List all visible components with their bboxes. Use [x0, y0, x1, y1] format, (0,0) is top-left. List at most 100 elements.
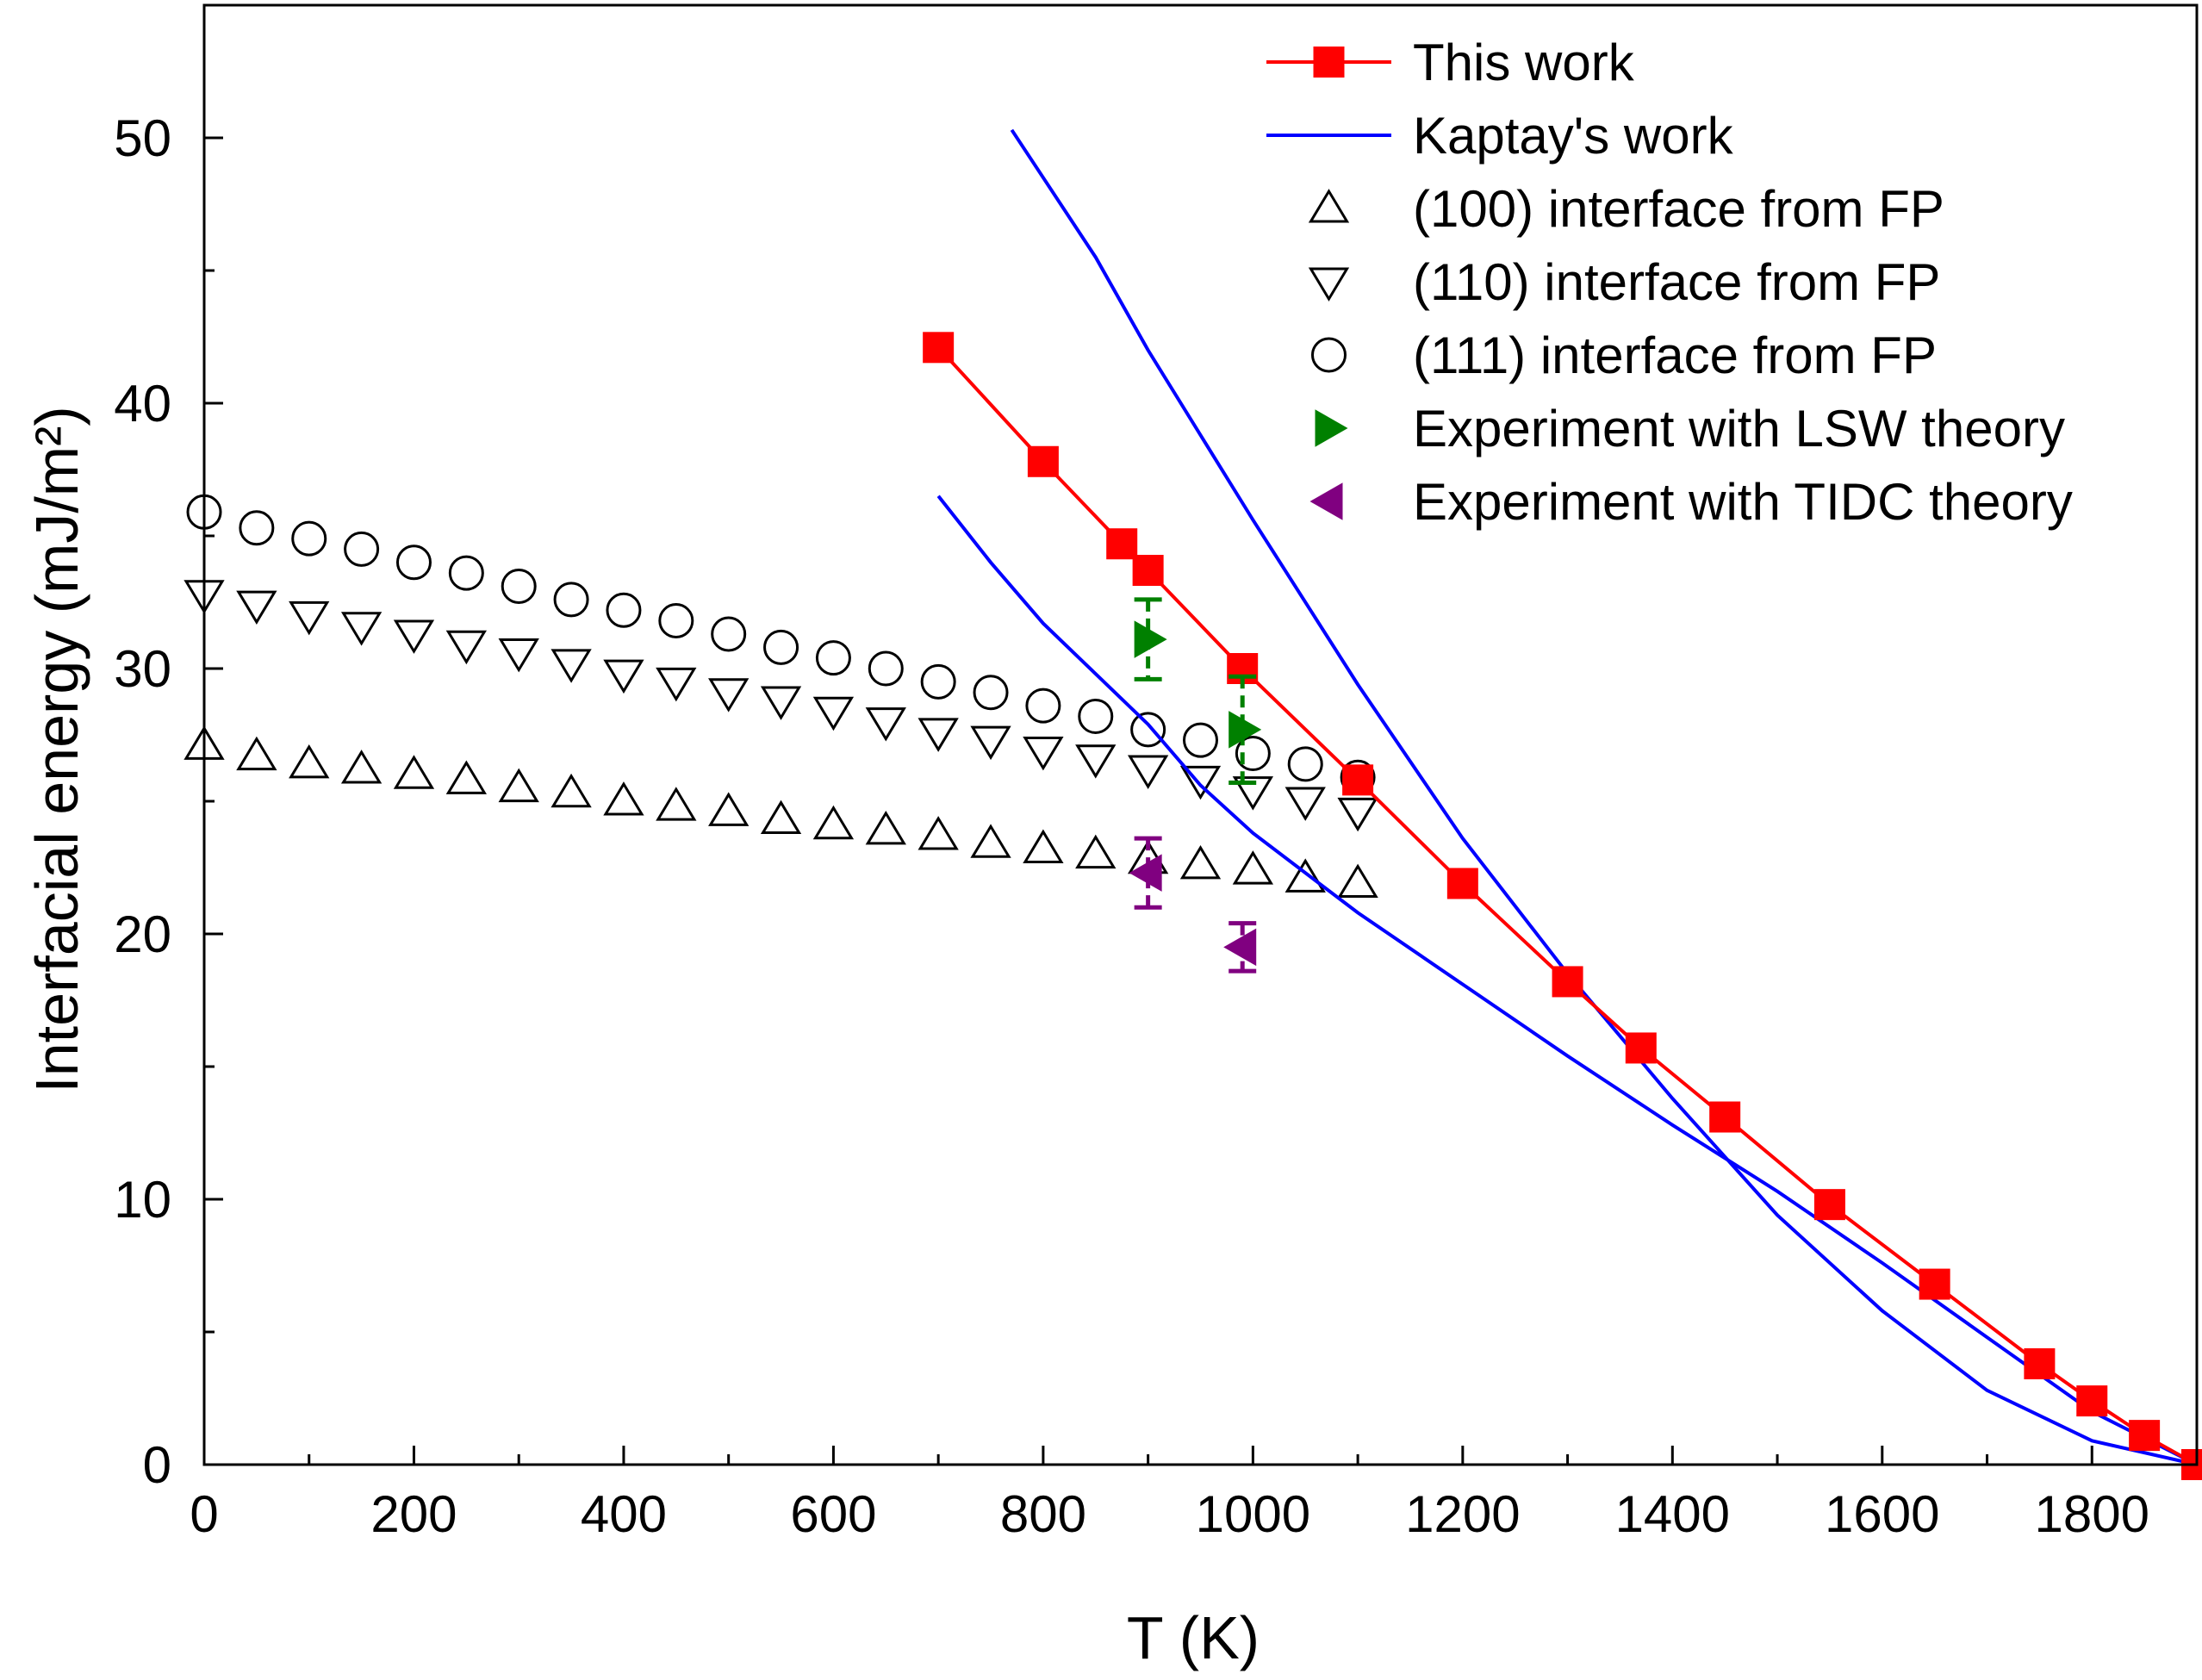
- data-point: [393, 755, 435, 789]
- data-point: [603, 659, 644, 694]
- y-tick-label: 30: [114, 640, 171, 698]
- y-axis-title: Interfacial energy (mJ/m²): [23, 406, 90, 1092]
- legend-label: Experiment with LSW theory: [1413, 400, 2065, 457]
- data-point: [708, 792, 750, 826]
- data-point: [865, 810, 906, 845]
- data-point: [2024, 1347, 2056, 1379]
- legend-entry: This work: [1266, 34, 1635, 91]
- data-point: [445, 760, 487, 794]
- y-tick-label: 20: [114, 905, 171, 963]
- data-point: [920, 663, 956, 700]
- data-point: [708, 678, 750, 712]
- data-point: [1232, 776, 1274, 811]
- x-axis-title: T (K): [1127, 1604, 1260, 1671]
- legend-entry: Experiment with LSW theory: [1315, 400, 2065, 457]
- legend-marker: [1313, 47, 1345, 78]
- data-point: [393, 619, 435, 654]
- data-point: [2129, 1420, 2161, 1452]
- legend-label: (100) interface from FP: [1413, 180, 1944, 238]
- series-triangle-right: [1134, 597, 1262, 785]
- legend-label: (111) interface from FP: [1413, 327, 1937, 384]
- series-kaptay: [936, 128, 2198, 1466]
- data-point: [1342, 764, 1374, 796]
- data-point: [1232, 850, 1274, 885]
- data-point: [1284, 787, 1326, 821]
- data-point: [1179, 845, 1222, 880]
- legend: This work Kaptay's work (100) interface fr…: [1266, 34, 2073, 531]
- data-point: [760, 800, 802, 835]
- data-point: [812, 805, 855, 840]
- legend-entry: Kaptay's work: [1266, 107, 1734, 165]
- data-point: [1023, 736, 1064, 771]
- legend-label: Experiment with TIDC theory: [1413, 473, 2073, 531]
- data-point: [1625, 1032, 1657, 1064]
- data-point: [918, 816, 959, 850]
- y-tick-label: 0: [143, 1436, 171, 1494]
- plot-area: [184, 128, 2202, 1480]
- x-tick-label: 1800: [2035, 1485, 2149, 1543]
- legend-entry: (110) interface from FP: [1308, 253, 1940, 311]
- series-this-work: [923, 332, 2202, 1480]
- legend-label: This work: [1413, 34, 1635, 91]
- x-tick-label: 1400: [1615, 1485, 1730, 1543]
- legend-marker: [1308, 189, 1350, 223]
- data-point: [606, 592, 642, 628]
- data-point: [550, 649, 592, 683]
- legend-marker: [1315, 409, 1348, 447]
- x-tick-label: 200: [370, 1485, 457, 1543]
- data-point: [445, 630, 487, 665]
- data-point: [763, 629, 799, 665]
- data-point: [1132, 555, 1164, 587]
- data-point: [603, 781, 644, 816]
- data-point: [1106, 528, 1138, 560]
- data-point: [289, 744, 330, 779]
- data-point: [1229, 711, 1262, 749]
- data-point: [812, 696, 855, 731]
- data-point: [1023, 829, 1064, 863]
- data-point: [865, 707, 906, 742]
- data-point: [1337, 863, 1378, 898]
- series-triangle-left: [1129, 836, 1257, 974]
- x-tick-label: 1600: [1825, 1485, 1939, 1543]
- legend-entry: Experiment with TIDC theory: [1309, 473, 2073, 531]
- data-point: [553, 582, 589, 618]
- data-point: [340, 612, 383, 646]
- data-point: [1446, 868, 1478, 899]
- data-point: [340, 750, 383, 784]
- legend-entry: (111) interface from FP: [1311, 327, 1937, 384]
- x-tick-label: 400: [581, 1485, 667, 1543]
- y-tick-label: 40: [114, 375, 171, 432]
- x-tick-label: 0: [190, 1485, 218, 1543]
- data-point: [1078, 698, 1114, 734]
- data-point: [1129, 854, 1162, 892]
- data-point: [1287, 746, 1323, 782]
- y-tick-label: 50: [114, 109, 171, 167]
- series-circle-open: [186, 494, 1376, 795]
- data-point: [501, 569, 537, 605]
- legend-label: (110) interface from FP: [1413, 253, 1940, 311]
- data-point: [498, 638, 539, 673]
- y-tick-label: 10: [114, 1171, 171, 1229]
- kaptay-curve: [936, 495, 2198, 1466]
- data-point: [236, 590, 277, 625]
- data-point: [1127, 755, 1169, 789]
- data-point: [973, 675, 1009, 711]
- legend-marker: [1309, 482, 1343, 520]
- data-point: [970, 824, 1011, 858]
- data-point: [1025, 688, 1061, 724]
- data-point: [344, 531, 380, 567]
- data-point: [970, 725, 1011, 761]
- legend-marker: [1308, 267, 1350, 302]
- x-tick-label: 800: [1000, 1485, 1086, 1543]
- data-point: [291, 520, 327, 557]
- data-point: [1130, 712, 1166, 748]
- data-point: [236, 736, 277, 771]
- plot-frame: [202, 3, 2199, 1466]
- data-point: [395, 544, 432, 581]
- data-point: [815, 640, 851, 676]
- x-tick-label: 600: [790, 1485, 876, 1543]
- legend-entry: (100) interface from FP: [1308, 180, 1944, 238]
- data-point: [760, 686, 802, 720]
- data-point: [868, 650, 904, 687]
